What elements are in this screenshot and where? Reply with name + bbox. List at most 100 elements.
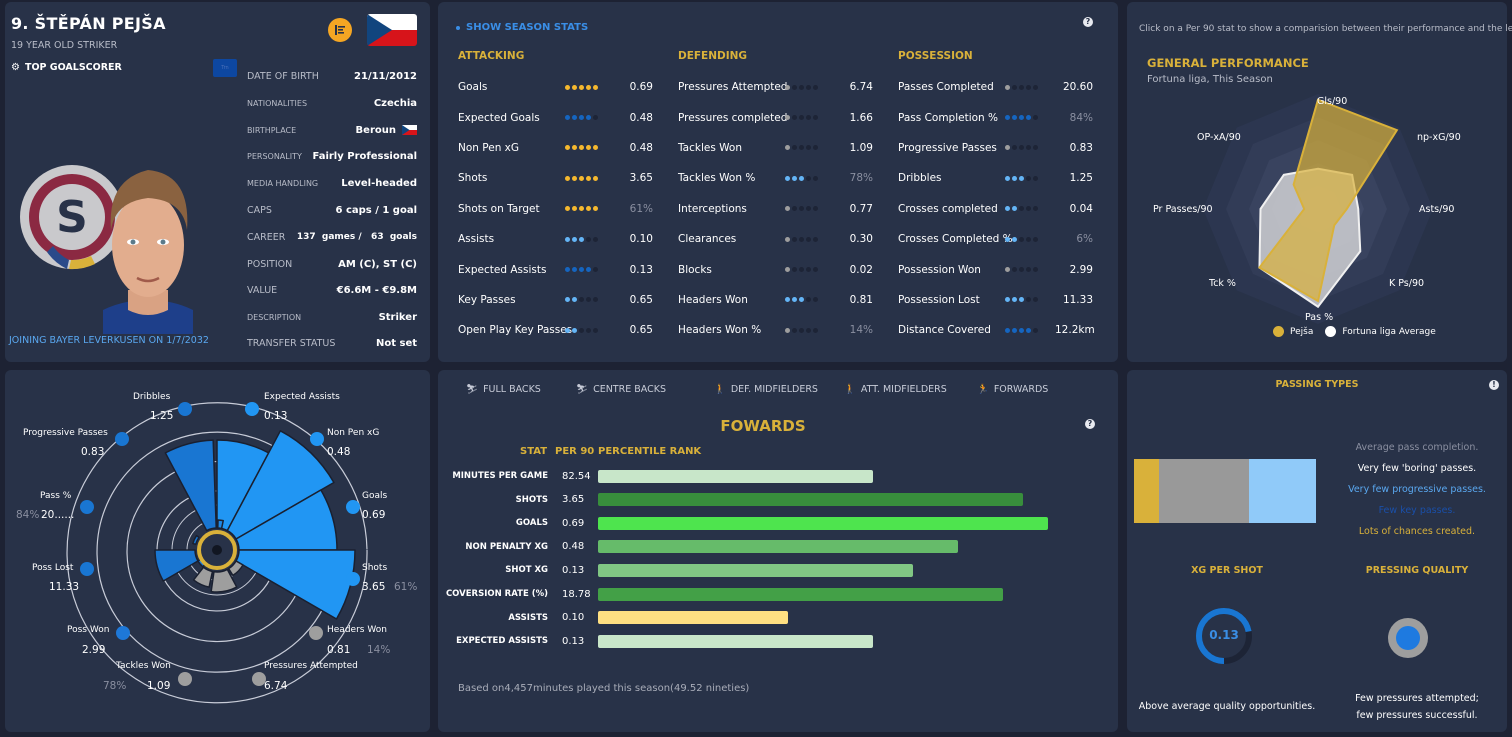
stat-row[interactable]: Progressive Passes 0.83 (898, 133, 1108, 163)
tm-badge[interactable]: Trn (213, 59, 237, 77)
stat-row[interactable]: Shots 3.65 (458, 163, 668, 193)
stat-row[interactable]: Pass Completion % 84% (898, 102, 1108, 132)
stat-row[interactable]: Assists 0.10 (458, 224, 668, 254)
stat-row[interactable]: Headers Won % 14% (678, 315, 888, 345)
polar-stat-dot[interactable] (309, 626, 323, 640)
polar-wedge[interactable] (235, 489, 338, 551)
passing-description: Lots of chances created. (1358, 526, 1476, 537)
tab-full-backs[interactable]: ⛷ FULL BACKS (466, 384, 576, 395)
polar-wedge[interactable] (192, 566, 214, 588)
stat-label: Headers Won (678, 293, 748, 306)
stat-row[interactable]: Clearances 0.30 (678, 224, 888, 254)
stat-row[interactable]: Tackles Won 1.09 (678, 133, 888, 163)
show-season-stats-toggle[interactable]: SHOW SEASON STATS (456, 22, 588, 33)
tab-forwards[interactable]: 🏃 FORWARDS (977, 384, 1048, 395)
radar-axis-label[interactable]: np-xG/90 (1417, 132, 1461, 143)
stat-label: Clearances (678, 233, 737, 246)
tab-def-midfielders[interactable]: 🚶 DEF. MIDFIELDERS (714, 384, 844, 395)
stat-row[interactable]: Crosses Completed % 6% (898, 224, 1108, 254)
stat-row[interactable]: Interceptions 0.77 (678, 194, 888, 224)
rating-dot (806, 297, 811, 303)
help-icon[interactable]: ? (1083, 17, 1093, 27)
passing-segment[interactable] (1159, 459, 1249, 523)
stat-row[interactable]: Distance Covered 12.2km (898, 315, 1108, 345)
radar-series-player (1257, 98, 1399, 303)
radar-axis-label[interactable]: Gls/90 (1317, 96, 1348, 107)
stat-row[interactable]: Expected Goals 0.48 (458, 102, 668, 132)
joining-notice[interactable]: JOINING BAYER LEVERKUSEN ON 1/7/2032 (9, 335, 209, 346)
percentile-bar[interactable] (598, 516, 1048, 530)
rating-dot (593, 267, 598, 273)
polar-stat-dot[interactable] (178, 672, 192, 686)
rating-dot (792, 267, 797, 273)
polar-wedge[interactable] (217, 519, 224, 530)
polar-wedge[interactable] (226, 430, 335, 540)
stat-label: Key Passes (458, 293, 516, 306)
stat-row[interactable]: Possession Won 2.99 (898, 254, 1108, 284)
radar-axis-label[interactable]: Tck % (1209, 278, 1236, 289)
percentile-bar[interactable] (598, 540, 958, 554)
stat-row[interactable]: Headers Won 0.81 (678, 285, 888, 315)
polar-wedge[interactable] (164, 439, 217, 532)
passing-segment[interactable] (1248, 459, 1316, 523)
percentile-bar[interactable] (598, 493, 1023, 507)
polar-stat-dot[interactable] (252, 672, 266, 686)
polar-wedge[interactable] (235, 549, 356, 620)
stat-row[interactable]: Open Play Key Passes 0.65 (458, 315, 668, 345)
polar-stat-value: 1.09 (147, 680, 171, 692)
percentile-bar[interactable] (598, 587, 1003, 601)
polar-stat-dot[interactable] (115, 432, 129, 446)
stat-row[interactable]: Goals 0.69 (458, 72, 668, 102)
polar-stat-dot[interactable] (116, 626, 130, 640)
help-icon[interactable]: ? (1085, 419, 1095, 429)
polar-stat-dot[interactable] (178, 402, 192, 416)
percentile-bar[interactable] (598, 634, 873, 648)
info-icon[interactable]: ! (1489, 380, 1499, 390)
polar-stat-dot[interactable] (346, 572, 360, 586)
stat-row[interactable]: Pressures Attempted 6.74 (678, 72, 888, 102)
stat-row[interactable]: Tackles Won % 78% (678, 163, 888, 193)
radar-axis-label[interactable]: OP-xA/90 (1197, 132, 1241, 143)
help-icon[interactable] (212, 545, 222, 555)
radar-axis-label[interactable]: Pr Passes/90 (1153, 204, 1213, 215)
stat-row[interactable]: Crosses completed 0.04 (898, 194, 1108, 224)
rating-dot (1012, 84, 1017, 90)
stat-row[interactable]: Pressures completed 1.66 (678, 102, 888, 132)
stat-row[interactable]: Possession Lost 11.33 (898, 285, 1108, 315)
polar-stat-dot[interactable] (80, 500, 94, 514)
birthplace-value[interactable]: Beroun (355, 124, 396, 136)
polar-stat-dot[interactable] (80, 562, 94, 576)
polar-wedge[interactable] (227, 560, 244, 577)
radar-axis-label[interactable]: Pas % (1305, 312, 1334, 323)
radar-axis-label[interactable]: K Ps/90 (1389, 278, 1425, 289)
stat-row[interactable]: Expected Assists 0.13 (458, 254, 668, 284)
polar-stat-dot[interactable] (245, 402, 259, 416)
tab-centre-backs[interactable]: ⛷ CENTRE BACKS (576, 384, 714, 395)
legend-label-league: Fortuna liga Average (1342, 326, 1436, 337)
polar-wedge[interactable] (154, 549, 199, 582)
rating-dot (1026, 145, 1031, 151)
bar-per90-value: 0.10 (562, 612, 585, 624)
polar-stat-dot[interactable] (310, 432, 324, 446)
passing-segment[interactable] (1134, 459, 1160, 523)
stat-row[interactable]: Blocks 0.02 (678, 254, 888, 284)
percentile-bar[interactable] (598, 563, 913, 577)
percentile-bar[interactable] (598, 611, 788, 625)
polar-wedge[interactable] (210, 568, 238, 593)
polar-stat-label: Non Pen xG (327, 428, 380, 438)
player-icon: 🚶 (714, 384, 726, 395)
polar-stat-dot[interactable] (346, 500, 360, 514)
tab-att-midfielders[interactable]: 🚶 ATT. MIDFIELDERS (844, 384, 977, 395)
stat-row[interactable]: Non Pen xG 0.48 (458, 133, 668, 163)
rating-dot (1005, 206, 1010, 212)
info-value[interactable]: Czechia (373, 97, 417, 109)
radar-axis-label[interactable]: Asts/90 (1419, 204, 1455, 215)
stat-row[interactable]: Passes Completed 20.60 (898, 72, 1108, 102)
stat-row[interactable]: Dribbles 1.25 (898, 163, 1108, 193)
stat-row[interactable]: Key Passes 0.65 (458, 285, 668, 315)
stat-label: Pass Completion % (898, 111, 999, 124)
percentile-bar[interactable] (598, 469, 873, 483)
stat-row[interactable]: Shots on Target 61% (458, 194, 668, 224)
role-list-icon[interactable] (328, 18, 352, 42)
polar-wedge[interactable] (192, 534, 200, 546)
